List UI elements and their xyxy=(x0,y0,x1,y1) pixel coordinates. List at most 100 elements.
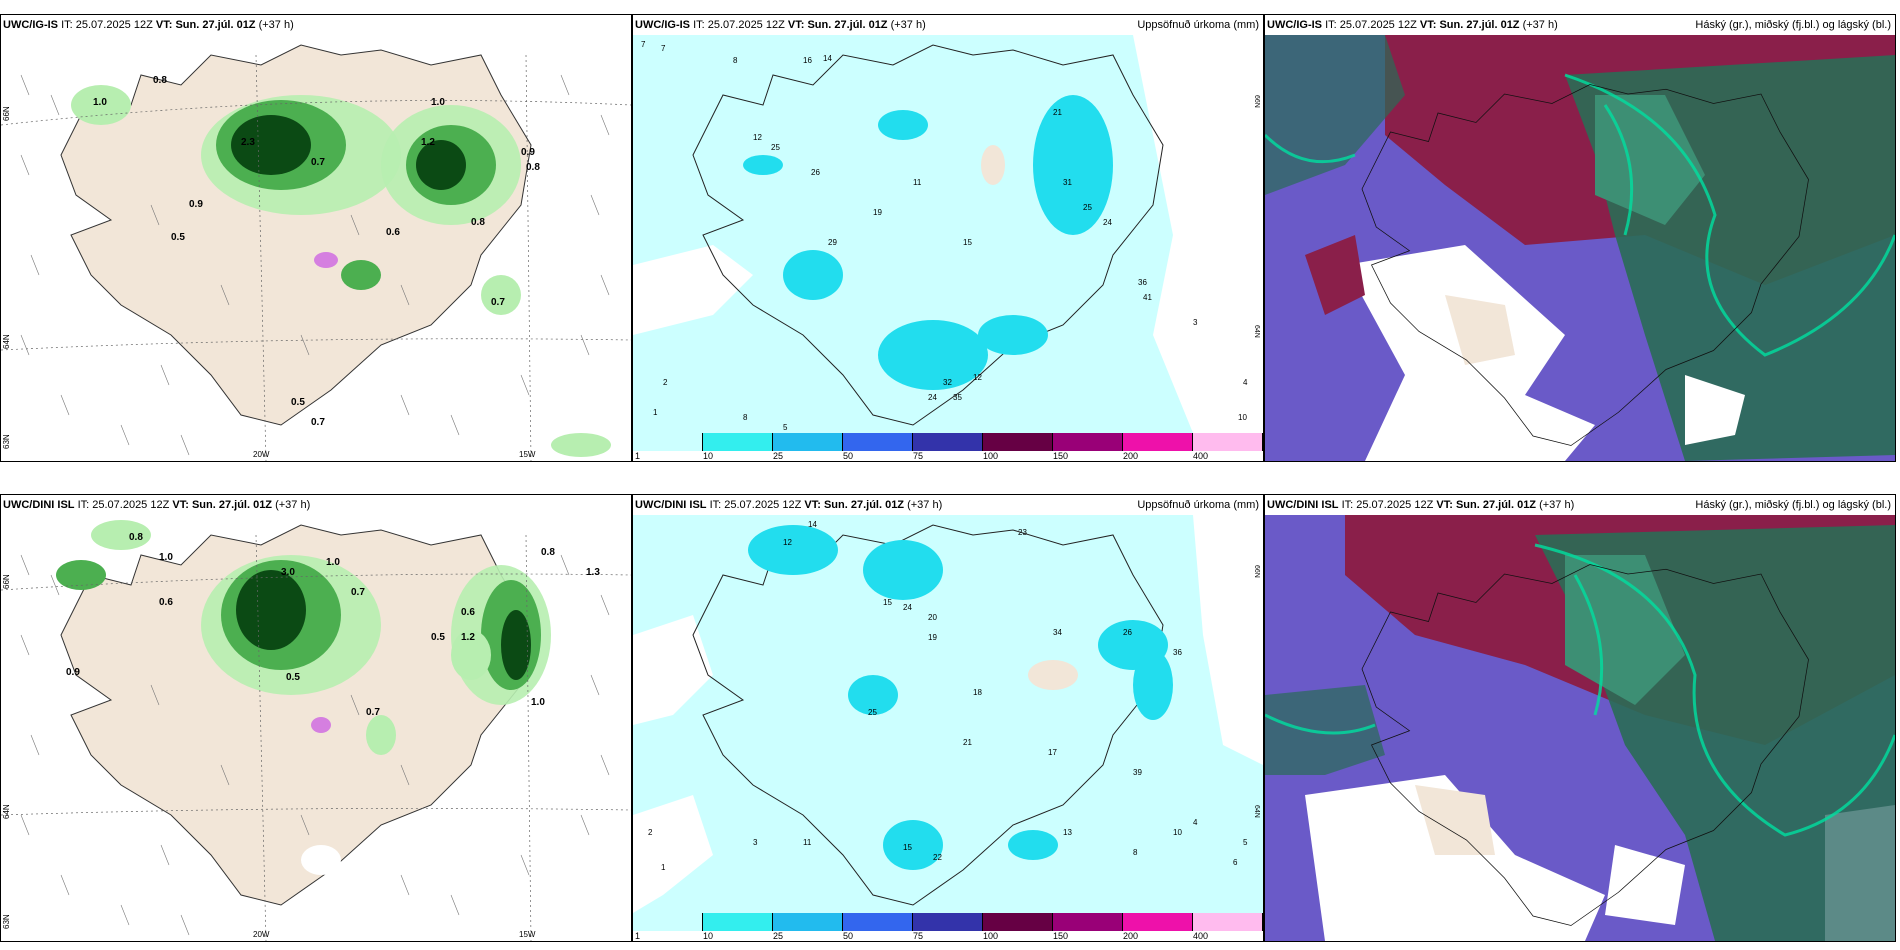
colorbar-label: 75 xyxy=(913,451,924,461)
svg-text:3: 3 xyxy=(1193,318,1198,327)
panel-header: UWC/IG-IS IT: 25.07.2025 12Z VT: Sun. 27… xyxy=(1,15,631,35)
value-label: 0.9 xyxy=(189,199,203,210)
value-label: 0.7 xyxy=(311,417,325,428)
svg-text:0.7: 0.7 xyxy=(366,707,380,718)
colorbar-swatch xyxy=(1123,913,1193,931)
value-label: 0.7 xyxy=(311,157,325,168)
svg-text:25: 25 xyxy=(1083,203,1092,212)
svg-text:0.6: 0.6 xyxy=(461,607,475,618)
svg-text:20W: 20W xyxy=(253,930,270,939)
value-label: 1.0 xyxy=(431,97,445,108)
svg-text:34: 34 xyxy=(1053,628,1062,637)
lead-time: (+37 h) xyxy=(1522,19,1558,31)
colorbar-swatch xyxy=(633,913,703,931)
svg-text:22: 22 xyxy=(933,853,942,862)
colorbar-label: 400 xyxy=(1193,931,1209,941)
svg-text:0.5: 0.5 xyxy=(286,672,300,683)
svg-text:41: 41 xyxy=(1143,293,1152,302)
panel-title: Uppsöfnuð úrkoma (mm) xyxy=(1137,15,1259,35)
svg-text:25: 25 xyxy=(771,143,780,152)
precip-patches xyxy=(743,95,1113,390)
svg-text:64N: 64N xyxy=(2,334,11,349)
colorbar-swatch xyxy=(703,433,773,451)
it-value: 25.07.2025 12Z xyxy=(1339,19,1417,31)
value-label: 0.6 xyxy=(386,227,400,238)
colorbar-label: 200 xyxy=(1123,931,1139,941)
colorbar-swatch xyxy=(983,913,1053,931)
precip-areas xyxy=(56,520,551,875)
precip-wind-panel-dini: UWC/DINI ISL IT: 25.07.2025 12Z VT: Sun.… xyxy=(0,494,632,942)
svg-text:23: 23 xyxy=(1018,528,1027,537)
grid-labels: 66N 64N xyxy=(1253,95,1260,338)
vt-value: Sun. 27.júl. 01Z xyxy=(1455,499,1537,511)
svg-text:11: 11 xyxy=(803,838,812,847)
svg-text:19: 19 xyxy=(873,208,882,217)
svg-text:2: 2 xyxy=(663,378,668,387)
colorbar-swatch xyxy=(1193,913,1263,931)
precip-values: 0.8 1.0 0.6 0.9 3.0 1.0 0.5 0.7 0.6 1.2 … xyxy=(66,532,600,718)
svg-text:24: 24 xyxy=(1103,218,1112,227)
it-label: IT: xyxy=(1325,19,1337,31)
value-label: 0.9 xyxy=(521,147,535,158)
colorbar-label: 10 xyxy=(703,451,714,461)
colorbar: 1 10 25 50 75 100 150 200 400 xyxy=(633,433,1263,461)
colorbar-swatch xyxy=(983,433,1053,451)
wind-barbs xyxy=(20,554,610,936)
svg-text:11: 11 xyxy=(913,178,922,187)
svg-text:15: 15 xyxy=(963,238,972,247)
svg-text:13: 13 xyxy=(1063,828,1072,837)
colorbar-label: 50 xyxy=(843,931,854,941)
map-area: 12 14 23 15 24 20 19 34 26 36 25 18 21 1… xyxy=(633,515,1263,913)
it-value: 25.07.2025 12Z xyxy=(707,19,785,31)
model-name: UWC/DINI ISL xyxy=(635,499,707,511)
lead-time: (+37 h) xyxy=(907,499,943,511)
iceland-outline xyxy=(692,44,1164,426)
value-label: 1.2 xyxy=(421,137,435,148)
value-label: 0.8 xyxy=(471,217,485,228)
svg-text:64N: 64N xyxy=(2,804,11,819)
colorbar-swatch xyxy=(773,433,843,451)
vt-value: Sun. 27.júl. 01Z xyxy=(191,499,273,511)
panel-title: Háský (gr.), miðský (fj.bl.) og lágský (… xyxy=(1695,15,1891,35)
precip-values: 12 14 23 15 24 20 19 34 26 36 25 18 21 1… xyxy=(648,520,1248,872)
model-name: UWC/DINI ISL xyxy=(3,499,75,511)
svg-text:3.0: 3.0 xyxy=(281,567,295,578)
svg-text:4: 4 xyxy=(1193,818,1198,827)
svg-text:7: 7 xyxy=(641,40,646,49)
svg-text:8: 8 xyxy=(1133,848,1138,857)
panel-header: UWC/IG-IS IT: 25.07.2025 12Z VT: Sun. 27… xyxy=(633,15,1263,35)
lead-time: (+37 h) xyxy=(1539,499,1575,511)
svg-text:31: 31 xyxy=(1063,178,1072,187)
svg-text:24: 24 xyxy=(903,603,912,612)
colorbar-label: 200 xyxy=(1123,451,1139,461)
map-area: 0.8 1.0 0.9 1.0 2.3 0.7 0.6 0.5 0.5 0.7 … xyxy=(1,35,631,461)
svg-text:20: 20 xyxy=(928,613,937,622)
colorbar-label: 100 xyxy=(983,451,999,461)
precip-areas xyxy=(71,85,611,457)
panel-header: UWC/DINI ISL IT: 25.07.2025 12Z VT: Sun.… xyxy=(633,495,1263,515)
svg-text:1: 1 xyxy=(653,408,658,417)
colorbar-swatch xyxy=(913,433,983,451)
svg-text:10: 10 xyxy=(1173,828,1182,837)
svg-text:66N: 66N xyxy=(1253,95,1260,108)
vt-label: VT: xyxy=(1436,499,1453,511)
svg-text:5: 5 xyxy=(783,423,788,432)
svg-text:3: 3 xyxy=(753,838,758,847)
value-label: 0.8 xyxy=(153,75,167,86)
accum-precip-panel-igis: UWC/IG-IS IT: 25.07.2025 12Z VT: Sun. 27… xyxy=(632,14,1264,462)
map-area xyxy=(1265,35,1895,461)
svg-text:18: 18 xyxy=(973,688,982,697)
precip-map: 0.8 1.0 0.6 0.9 3.0 1.0 0.5 0.7 0.6 1.2 … xyxy=(1,515,631,941)
value-label: 2.3 xyxy=(241,137,255,148)
grid-labels: 66N 64N xyxy=(1253,565,1260,818)
svg-text:8: 8 xyxy=(733,56,738,65)
model-name: UWC/IG-IS xyxy=(635,19,690,31)
svg-text:6: 6 xyxy=(1233,858,1238,867)
map-area: 0.8 1.0 0.6 0.9 3.0 1.0 0.5 0.7 0.6 1.2 … xyxy=(1,515,631,941)
colorbar: 1 10 25 50 75 100 150 200 400 xyxy=(633,913,1263,941)
cloud-map xyxy=(1265,515,1895,941)
svg-text:14: 14 xyxy=(823,54,832,63)
svg-text:25: 25 xyxy=(868,708,877,717)
svg-text:66N: 66N xyxy=(1253,565,1260,578)
value-label: 0.7 xyxy=(491,297,505,308)
